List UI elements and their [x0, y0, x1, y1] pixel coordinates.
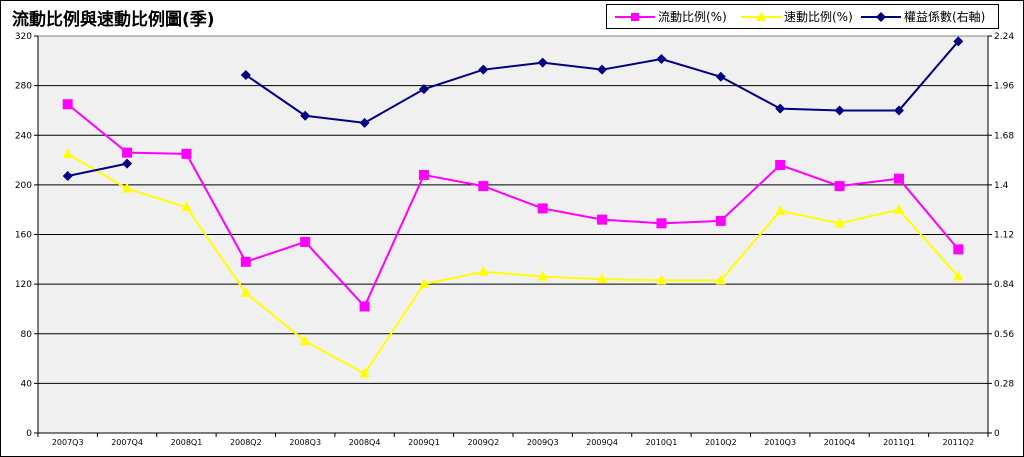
legend-item-equity-multiplier: 權益係數(右軸): [861, 5, 985, 28]
data-point-diamond: [953, 36, 964, 47]
data-point-square: [537, 203, 548, 214]
data-point-diamond: [775, 103, 786, 114]
data-point-diamond: [478, 64, 489, 75]
data-point-diamond: [62, 171, 73, 182]
data-point-triangle: [181, 201, 192, 212]
y-left-tick-label: 0: [26, 429, 32, 439]
legend-label-quick-ratio: 速動比例(%): [784, 10, 853, 24]
x-tick-label: 2008Q1: [171, 438, 203, 447]
data-point-triangle: [122, 182, 133, 193]
series-line-0: [67, 103, 960, 309]
data-point-square: [359, 301, 370, 312]
data-point-triangle: [775, 204, 786, 215]
y-right-tick-label: 1.68: [994, 131, 1014, 141]
data-point-triangle: [597, 273, 608, 284]
legend-marker-square-icon: [615, 12, 655, 21]
y-right-tick-label: 0.28: [994, 379, 1014, 389]
legend-label-current-ratio: 流動比例(%): [658, 10, 727, 24]
x-tick-label: 2011Q2: [942, 438, 974, 447]
y-left-tick-label: 160: [15, 231, 32, 241]
data-point-triangle: [656, 274, 667, 285]
data-point-triangle: [715, 274, 726, 285]
data-point-diamond: [715, 71, 726, 82]
data-point-square: [656, 218, 667, 229]
data-point-triangle: [834, 217, 845, 228]
y-left-tick-label: 120: [15, 280, 32, 290]
x-tick-label: 2008Q3: [289, 438, 321, 447]
data-point-diamond: [893, 105, 904, 116]
data-point-square: [122, 147, 133, 158]
x-tick-label: 2010Q4: [824, 438, 856, 447]
data-point-triangle: [537, 270, 548, 281]
data-point-square: [62, 99, 73, 110]
data-point-diamond: [122, 158, 133, 169]
y-right-tick-label: 1.12: [994, 231, 1014, 241]
y-right-tick-label: 2.24: [994, 32, 1014, 42]
data-point-diamond: [656, 54, 667, 65]
data-point-diamond: [240, 69, 251, 80]
legend-item-quick-ratio: 速動比例(%): [741, 5, 853, 28]
data-point-triangle: [893, 203, 904, 214]
x-tick-label: 2008Q4: [349, 438, 381, 447]
x-tick-label: 2009Q4: [586, 438, 618, 447]
data-point-square: [834, 181, 845, 192]
data-point-triangle: [62, 147, 73, 158]
data-point-square: [893, 173, 904, 184]
x-tick-label: 2009Q1: [408, 438, 440, 447]
legend-marker-triangle-icon: [741, 11, 781, 21]
data-point-square: [418, 169, 429, 180]
y-left-tick-label: 320: [15, 32, 32, 42]
series-line-1: [67, 152, 960, 375]
legend-marker-diamond-icon: [861, 11, 901, 22]
data-point-triangle: [478, 265, 489, 276]
y-left-tick-label: 40: [21, 379, 33, 389]
data-point-square: [775, 160, 786, 171]
series-line-2: [67, 162, 128, 177]
x-tick-label: 2008Q2: [230, 438, 262, 447]
data-point-diamond: [834, 105, 845, 116]
data-point-square: [240, 256, 251, 267]
chart-title: 流動比例與速動比例圖(季): [12, 10, 215, 30]
data-point-triangle: [240, 286, 251, 297]
x-tick-label: 2009Q3: [527, 438, 559, 447]
data-point-diamond: [300, 110, 311, 121]
data-point-square: [478, 181, 489, 192]
x-tick-label: 2007Q4: [111, 438, 143, 447]
y-right-tick-label: 0: [994, 429, 1000, 439]
y-right-tick-label: 0.56: [994, 330, 1014, 340]
data-point-triangle: [953, 270, 964, 281]
data-point-square: [715, 215, 726, 226]
x-tick-label: 2007Q3: [52, 438, 84, 447]
x-tick-label: 2009Q2: [467, 438, 499, 447]
y-right-tick-label: 1.96: [994, 82, 1014, 92]
legend-label-equity-multiplier: 權益係數(右軸): [904, 10, 986, 24]
data-point-diamond: [537, 57, 548, 68]
y-right-tick-label: 0.84: [994, 280, 1014, 290]
data-point-square: [300, 236, 311, 247]
chart-legend: 流動比例(%) 速動比例(%) 權益係數(右軸): [606, 4, 999, 29]
data-point-triangle: [418, 278, 429, 289]
y-right-tick-label: 1.4: [994, 181, 1009, 191]
x-tick-label: 2010Q1: [646, 438, 678, 447]
data-point-triangle: [300, 335, 311, 346]
data-point-triangle: [359, 367, 370, 378]
legend-item-current-ratio: 流動比例(%): [615, 5, 727, 28]
y-left-tick-label: 280: [15, 82, 32, 92]
x-tick-label: 2010Q3: [764, 438, 796, 447]
data-point-diamond: [418, 84, 429, 95]
y-left-tick-label: 200: [15, 181, 32, 191]
data-point-diamond: [597, 64, 608, 75]
data-point-square: [181, 148, 192, 159]
data-point-square: [597, 214, 608, 225]
y-left-tick-label: 80: [21, 330, 33, 340]
data-point-diamond: [359, 117, 370, 128]
x-tick-label: 2010Q2: [705, 438, 737, 447]
y-left-tick-label: 240: [15, 131, 32, 141]
x-tick-label: 2011Q1: [883, 438, 915, 447]
data-point-square: [953, 244, 964, 255]
